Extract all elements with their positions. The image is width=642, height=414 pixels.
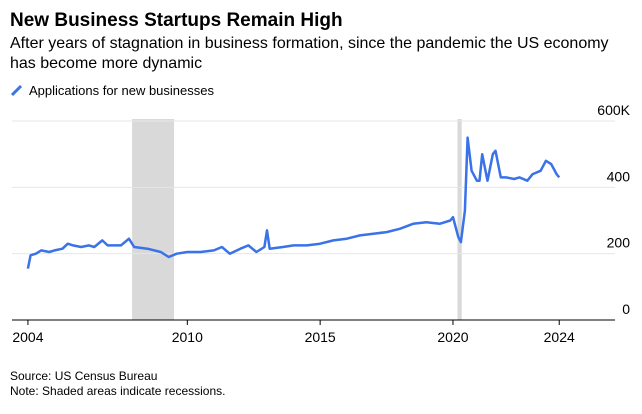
y-tick-label: 0 <box>622 301 630 317</box>
recession-band <box>132 119 175 320</box>
y-tick-label: 400 <box>607 168 631 184</box>
legend-swatch <box>10 84 23 97</box>
chart-subtitle: After years of stagnation in business fo… <box>10 35 609 72</box>
legend-label: Applications for new businesses <box>29 83 214 98</box>
subtitle-box: After years of stagnation in business fo… <box>10 35 609 72</box>
x-tick-label: 2004 <box>12 329 43 345</box>
chart-title: New Business Startups Remain High <box>10 10 343 31</box>
note: Note: Shaded areas indicate recessions. <box>10 384 225 398</box>
x-tick-label: 2015 <box>305 329 336 345</box>
data-line <box>26 136 561 269</box>
x-tick-label: 2024 <box>544 329 575 345</box>
source: Source: US Census Bureau <box>10 369 157 383</box>
y-tick-label: 200 <box>607 235 631 251</box>
x-tick-label: 2010 <box>172 329 203 345</box>
x-tick-label: 2020 <box>437 329 468 345</box>
recession-band <box>457 119 462 320</box>
y-tick-label: 600K <box>597 102 630 118</box>
